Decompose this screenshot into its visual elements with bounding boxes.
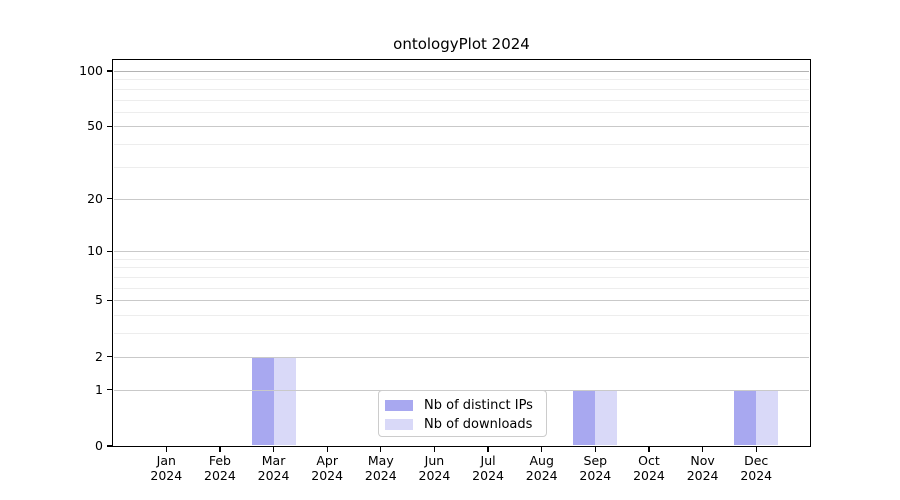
y-tick-label: 2	[95, 348, 103, 364]
legend-swatch-downloads	[385, 419, 413, 430]
x-axis-tick	[272, 447, 275, 452]
x-axis-tick	[701, 447, 704, 452]
x-tick-label: Nov 2024	[686, 453, 719, 483]
y-tick-label: 1	[95, 381, 103, 397]
y-tick-label: 5	[95, 292, 103, 308]
x-axis-tick	[487, 447, 489, 452]
y-tick-label: 10	[87, 243, 103, 259]
x-tick-label: Jun 2024	[418, 453, 451, 483]
x-tick-label: Apr 2024	[311, 453, 344, 483]
x-axis-tick	[433, 447, 436, 452]
x-tick-label: Mar 2024	[257, 453, 290, 483]
y-tick-label: 20	[87, 190, 103, 206]
x-axis-tick	[648, 447, 650, 452]
x-axis-tick	[541, 447, 543, 452]
x-axis-tick	[165, 447, 167, 452]
chart-title: ontologyPlot 2024	[393, 35, 530, 53]
y-tick-label: 100	[79, 62, 103, 78]
legend-label-distinct-ips: Nb of distinct IPs	[424, 398, 533, 413]
x-axis-tick	[380, 447, 382, 452]
legend-swatch-distinct-ips	[385, 400, 413, 411]
x-tick-label: Feb 2024	[204, 453, 236, 483]
x-tick-label: Dec 2024	[740, 453, 773, 483]
y-tick-label: 50	[87, 118, 103, 134]
x-tick-label: Jul 2024	[472, 453, 504, 483]
y-tick-label: 0	[95, 438, 103, 453]
x-axis-tick	[755, 447, 757, 452]
x-tick-label: Oct 2024	[633, 453, 665, 483]
legend-label-downloads: Nb of downloads	[424, 417, 533, 432]
x-tick-label: Aug 2024	[525, 453, 558, 483]
x-tick-label: May 2024	[364, 453, 397, 483]
x-axis-tick	[594, 447, 596, 452]
legend-item-distinct-ips: Nb of distinct IPs	[385, 396, 540, 415]
legend-item-downloads: Nb of downloads	[385, 415, 540, 434]
x-tick-label: Jan 2024	[150, 453, 183, 483]
plot-border	[112, 59, 811, 447]
x-axis-tick	[326, 447, 328, 452]
legend: Nb of distinct IPs Nb of downloads	[378, 390, 547, 437]
x-axis-tick	[219, 447, 221, 452]
x-tick-label: Sep 2024	[579, 453, 612, 483]
